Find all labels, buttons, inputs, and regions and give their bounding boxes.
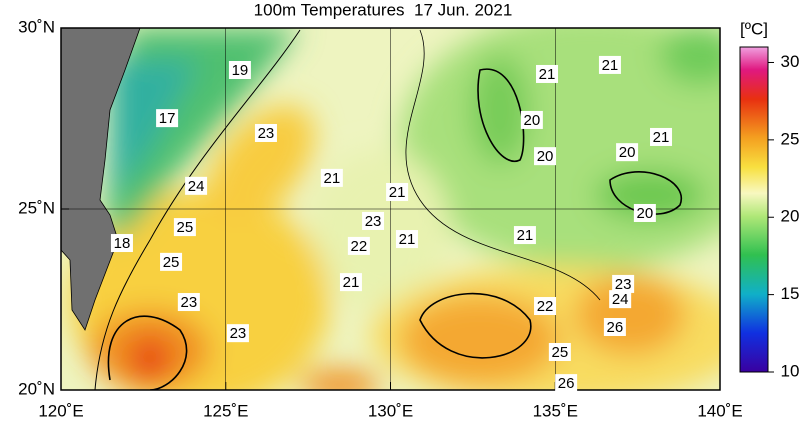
contour-label-box	[362, 211, 385, 230]
contour-label-box	[534, 297, 557, 316]
contour-label: 21	[324, 170, 341, 187]
contour-label-box	[534, 147, 557, 166]
contour-label-box	[609, 290, 632, 309]
contour-label-box	[536, 64, 559, 83]
lon-tick-label: 135˚E	[533, 401, 578, 420]
contour-label-box	[320, 168, 343, 187]
contour-label: 21	[602, 57, 619, 74]
contour-label: 26	[607, 319, 624, 336]
contour-label: 25	[177, 219, 194, 236]
contour-label: 23	[365, 213, 382, 230]
lon-tick-label: 120˚E	[38, 401, 83, 420]
contour-label-box	[603, 318, 626, 337]
contour-label-box	[395, 230, 418, 249]
lon-tick-label: 125˚E	[203, 401, 248, 420]
contour-label: 18	[114, 235, 131, 252]
contour-label: 20	[537, 148, 554, 165]
land	[61, 28, 141, 331]
lon-tick-label: 140˚E	[697, 401, 742, 420]
contour-label: 24	[188, 178, 205, 195]
contour-label: 21	[389, 184, 406, 201]
contour-label: 25	[552, 344, 569, 361]
contour-label: 23	[181, 294, 198, 311]
colorbar-unit: [ºC]	[740, 19, 768, 38]
temperature-field	[61, 28, 720, 390]
contour-label: 22	[351, 238, 368, 255]
colorbar-tick-label: 15	[781, 284, 800, 303]
contour-label: 23	[258, 125, 275, 142]
lat-tick-label: 25˚N	[18, 198, 55, 217]
contour-label: 25	[163, 254, 180, 271]
contour-label: 21	[539, 66, 556, 83]
colorbar-tick-label: 25	[781, 129, 800, 148]
contour-label-box	[347, 236, 370, 255]
contour-label-box	[513, 226, 536, 245]
colorbar	[739, 46, 769, 373]
contour-label: 23	[615, 276, 632, 293]
contour-label-box	[616, 143, 639, 162]
contour-label: 21	[343, 274, 360, 291]
contour-label: 19	[232, 62, 249, 79]
contour-label-box	[650, 127, 673, 146]
contour-label: 20	[619, 144, 636, 161]
lat-tick-label: 30˚N	[18, 17, 55, 36]
title: 100m Temperatures 17 Jun. 2021	[254, 0, 513, 19]
contour-label-box	[254, 123, 277, 142]
lon-tick-label: 130˚E	[368, 401, 413, 420]
contour-label: 21	[653, 129, 670, 146]
contour-label-box	[177, 293, 200, 312]
contour-label: 24	[612, 291, 629, 308]
contour-label-box	[160, 252, 183, 271]
contour-label-box	[633, 203, 656, 222]
contour-label: 17	[159, 110, 176, 127]
contour-label: 21	[517, 227, 534, 244]
contour-label-box	[386, 182, 409, 201]
contour-label-box	[228, 60, 251, 79]
contour-label-box	[598, 55, 621, 74]
contour-label-box	[110, 234, 133, 253]
contour-label: 26	[558, 375, 575, 392]
contour-label-box	[555, 374, 578, 393]
contour-label-box	[185, 176, 208, 195]
contour-label: 23	[230, 325, 247, 342]
colorbar-tick-label: 20	[781, 207, 800, 226]
colorbar-tick-label: 10	[781, 361, 800, 380]
contour-label: 20	[637, 205, 654, 222]
contour-label-box	[339, 273, 362, 292]
contour-label-box	[548, 342, 571, 361]
contour-label-box	[226, 324, 249, 343]
contour-label: 20	[524, 112, 541, 129]
lat-tick-label: 20˚N	[18, 379, 55, 398]
contour-label-box	[156, 109, 179, 128]
contour-label-box	[612, 274, 635, 293]
contour-label-box	[520, 110, 543, 129]
contour-label-box	[173, 218, 196, 237]
contour-label: 21	[399, 231, 416, 248]
colorbar-tick-label: 30	[781, 52, 800, 71]
contour-label: 22	[537, 298, 554, 315]
